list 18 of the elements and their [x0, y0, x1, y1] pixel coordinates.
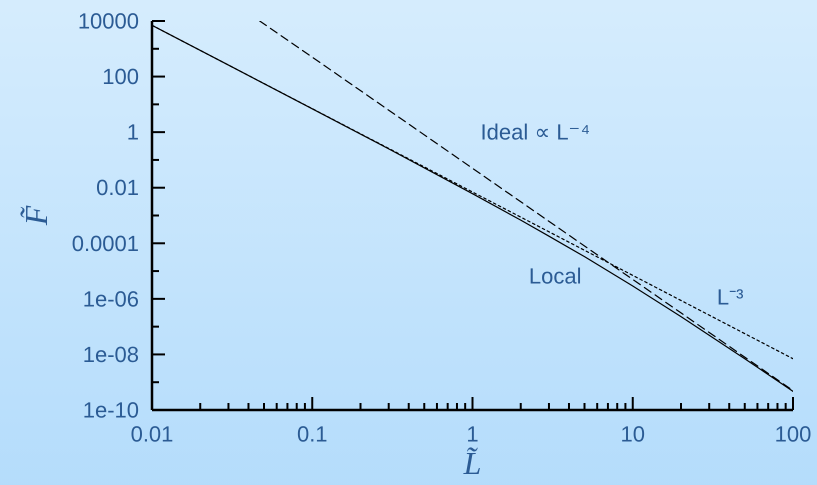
series-label: L⁻³ — [716, 284, 744, 310]
y-tick-label: 1e-10 — [82, 398, 139, 422]
y-tick-label: 1e-06 — [82, 286, 139, 312]
x-tick-label: 10 — [620, 422, 645, 446]
y-tick-label: 0.01 — [96, 175, 139, 200]
y-tick-label: 100 — [102, 64, 139, 90]
y-tick-label: 1e-08 — [82, 342, 139, 367]
y-tick-label: 1 — [126, 120, 139, 145]
x-tick-label: 100 — [774, 422, 812, 446]
x-tick-label: 0.01 — [130, 422, 174, 446]
x-axis-title: L̃ — [462, 445, 482, 481]
y-tick-label: 0.0001 — [72, 230, 139, 256]
y-tick-label: 10000 — [78, 8, 139, 34]
y-axis-title: F̃ — [18, 205, 54, 226]
x-tick-label: 1 — [466, 422, 479, 446]
series-label: Ideal ∝ L⁻⁴ — [480, 119, 590, 144]
series-label: Local — [528, 264, 582, 289]
x-tick-label: 0.1 — [296, 422, 328, 446]
